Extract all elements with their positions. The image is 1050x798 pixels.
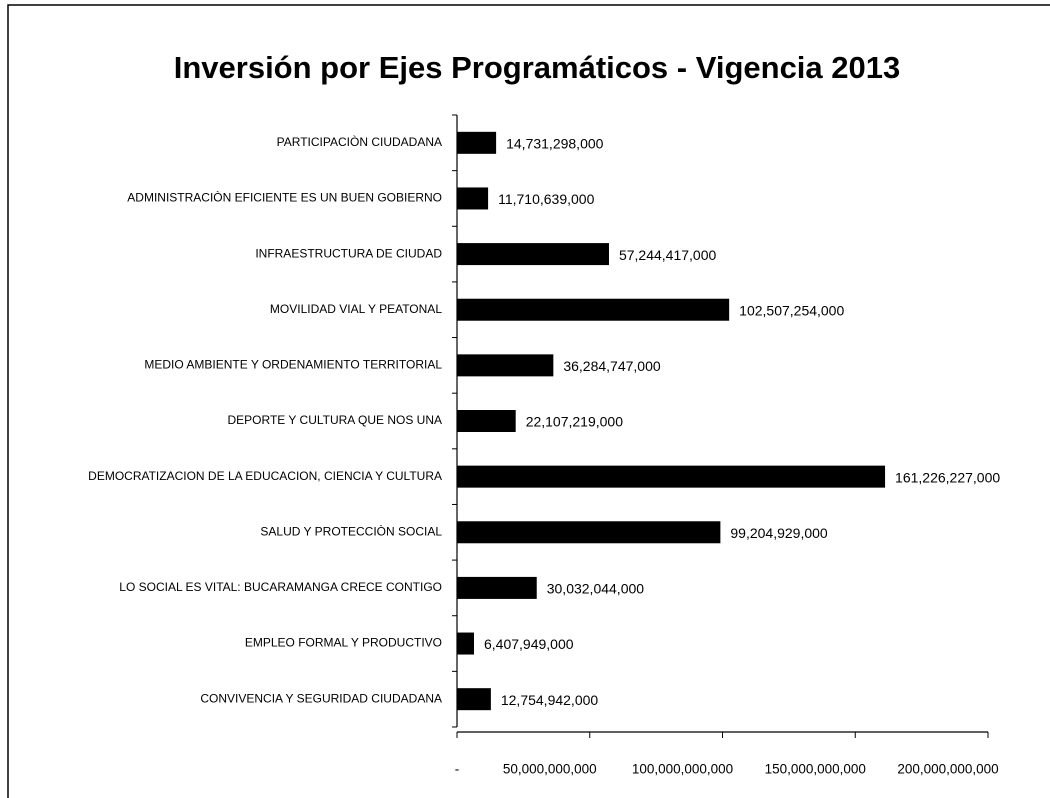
bar: [457, 521, 721, 544]
value-label: 22,107,219,000: [526, 414, 624, 430]
y-tick-label: DEMOCRATIZACION DE LA EDUCACION, CIENCIA…: [88, 469, 442, 483]
y-tick-label: INFRAESTRUCTURA DE CIUDAD: [255, 246, 442, 260]
bar: [457, 688, 491, 711]
bar: [457, 576, 537, 599]
value-label: 11,710,639,000: [498, 191, 594, 207]
bar: [457, 410, 516, 432]
chart-title: Inversión por Ejes Programáticos - Vigen…: [174, 50, 901, 85]
bar: [457, 465, 886, 488]
frame: [7, 4, 1050, 798]
x-tick-label: 150,000,000,000: [765, 762, 866, 777]
y-tick-label: MOVILIDAD VIAL Y PEATONAL: [270, 302, 442, 316]
value-label: 12,754,942,000: [501, 692, 599, 708]
y-tick-label: PARTICIPACIÒN CIUDADANA: [277, 134, 442, 149]
value-label: 6,407,949,000: [484, 636, 574, 652]
x-tick-label: 200,000,000,000: [897, 762, 998, 777]
value-label: 161,226,227,000: [895, 469, 1000, 485]
y-tick-label: LO SOCIAL ES VITAL: BUCARAMANGA CRECE CO…: [119, 580, 442, 594]
bar: [457, 632, 475, 655]
value-label: 14,731,298,000: [506, 136, 604, 152]
x-tick-label: 50,000,000,000: [503, 762, 597, 777]
y-tick-label: MEDIO AMBIENTE Y ORDENAMIENTO TERRITORIA…: [144, 358, 442, 372]
x-tick-label: -: [455, 762, 460, 777]
bar: [457, 131, 497, 154]
value-label: 102,507,254,000: [739, 302, 844, 318]
bar: [457, 298, 730, 321]
y-tick-label: SALUD Y PROTECCIÒN SOCIAL: [260, 523, 442, 538]
y-tick-label: EMPLEO FORMAL Y PRODUCTIVO: [245, 636, 442, 650]
value-label: 57,244,417,000: [619, 247, 717, 263]
x-tick-label: 100,000,000,000: [632, 762, 733, 777]
y-tick-label: DEPORTE Y CULTURA QUE NOS UNA: [228, 413, 443, 427]
y-tick-label: ADMINISTRACIÒN EFICIENTE ES UN BUEN GOBI…: [127, 190, 442, 205]
bar: [457, 354, 554, 377]
y-tick-label: CONVIVENCIA Y SEGURIDAD CIUDADANA: [200, 691, 442, 705]
value-label: 99,204,929,000: [730, 525, 828, 541]
bar: [457, 187, 489, 210]
value-label: 36,284,747,000: [563, 358, 661, 374]
bar: [457, 243, 609, 266]
value-label: 30,032,044,000: [547, 581, 645, 597]
